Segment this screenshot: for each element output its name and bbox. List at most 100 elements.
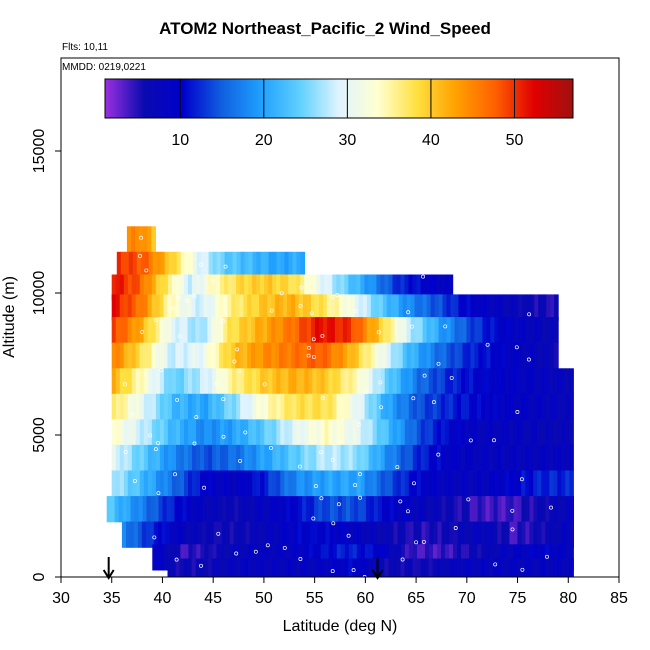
heatmap-cell — [338, 317, 344, 344]
heatmap-cell — [184, 419, 189, 446]
heatmap-cell — [489, 558, 494, 577]
heatmap-cell — [252, 274, 257, 301]
heatmap-cell — [291, 317, 296, 344]
heatmap-cell — [250, 496, 255, 523]
heatmap-cell — [498, 294, 503, 321]
heatmap-cell — [340, 544, 346, 571]
heatmap-cell — [429, 521, 435, 548]
heatmap-cell — [213, 521, 219, 548]
heatmap-cell — [314, 496, 319, 523]
heatmap-cell — [369, 521, 375, 548]
x-tick-label: 30 — [52, 590, 70, 607]
heatmap-cell — [137, 521, 143, 548]
heatmap-cell — [198, 496, 203, 523]
heatmap-cell — [237, 521, 243, 548]
heatmap-cell — [279, 317, 284, 344]
heatmap-cell — [388, 393, 394, 420]
heatmap-cell — [180, 393, 185, 420]
heatmap-cell — [384, 274, 389, 301]
heatmap-cell — [200, 368, 205, 395]
heatmap-cell — [320, 544, 326, 571]
heatmap-cell — [513, 444, 518, 472]
heatmap-cell — [155, 393, 161, 420]
sample-point — [378, 380, 383, 385]
heatmap-cell — [465, 470, 470, 497]
heatmap-cell — [448, 444, 454, 472]
heatmap-cell — [384, 393, 390, 420]
heatmap-cell — [444, 419, 450, 446]
heatmap-cell — [334, 496, 339, 523]
heatmap-cell — [240, 419, 245, 446]
heatmap-cell — [549, 368, 554, 395]
heatmap-cell — [175, 274, 181, 301]
heatmap-cell — [151, 444, 157, 472]
heatmap-cell — [272, 251, 278, 278]
heatmap-cell — [321, 521, 327, 548]
sample-point — [232, 359, 237, 364]
x-axis: 30 35 40 45 50 55 60 65 70 75 80 85 — [52, 577, 628, 607]
heatmap-cell — [284, 368, 289, 395]
heatmap-cell — [372, 368, 378, 395]
heatmap-cell — [477, 444, 482, 472]
sample-point — [510, 527, 515, 532]
heatmap-cell — [384, 419, 390, 446]
sample-point — [221, 397, 226, 402]
heatmap-cell — [191, 317, 196, 344]
heatmap-cell — [378, 294, 384, 321]
heatmap-cell — [450, 317, 456, 344]
heatmap-cell — [510, 294, 515, 321]
heatmap-cell — [489, 368, 494, 395]
heatmap-cell — [338, 294, 344, 321]
heatmap-cell — [268, 470, 273, 497]
heatmap-cell — [135, 226, 140, 253]
heatmap-cell — [296, 544, 302, 571]
heatmap-cell — [232, 419, 237, 446]
heatmap-cell — [517, 496, 523, 523]
heatmap-cell — [525, 470, 530, 497]
heatmap-cell — [445, 496, 451, 523]
heatmap-cell — [228, 368, 233, 395]
heatmap-cell — [553, 393, 558, 420]
heatmap-cell — [195, 558, 201, 577]
heatmap-cell — [312, 444, 317, 472]
heatmap-cell — [240, 251, 246, 278]
heatmap-cell — [348, 444, 354, 472]
heatmap-cell — [465, 444, 470, 472]
heatmap-cell — [529, 444, 534, 472]
heatmap-cell — [480, 558, 486, 577]
sample-point — [311, 337, 316, 342]
heatmap-cell — [332, 393, 338, 420]
sample-points-layer — [123, 235, 553, 577]
heatmap-cell — [342, 294, 348, 321]
heatmap-cell — [251, 342, 256, 369]
heatmap-cell — [187, 274, 193, 301]
heatmap-cell — [212, 368, 217, 395]
heatmap-cell — [167, 419, 173, 446]
heatmap-cell — [127, 342, 133, 369]
heatmap-cell — [502, 294, 507, 321]
heatmap-cell — [211, 294, 216, 321]
heatmap-cell — [340, 558, 345, 577]
heatmap-cell — [332, 558, 337, 577]
heatmap-cell — [246, 496, 251, 523]
heatmap-cell — [348, 393, 354, 420]
heatmap-cell — [328, 419, 334, 446]
heatmap-cell — [490, 342, 495, 369]
heatmap-cell — [406, 342, 412, 369]
heatmap-cell — [489, 393, 494, 420]
flight-arrow-head — [102, 569, 115, 580]
heatmap-cell — [260, 419, 265, 446]
heatmap-cell — [183, 342, 189, 369]
heatmap-cell — [541, 544, 546, 571]
heatmap-cell — [416, 558, 422, 577]
heatmap-cell — [145, 521, 151, 548]
heatmap-cell — [296, 444, 301, 472]
heatmap-cell — [256, 544, 262, 571]
heatmap-cell — [244, 544, 250, 571]
heatmap-cell — [537, 444, 542, 472]
heatmap-cell — [473, 368, 478, 395]
heatmap-cell — [306, 496, 311, 523]
heatmap-cell — [545, 393, 550, 420]
heatmap-cell — [276, 444, 281, 472]
heatmap-cell — [151, 393, 157, 420]
